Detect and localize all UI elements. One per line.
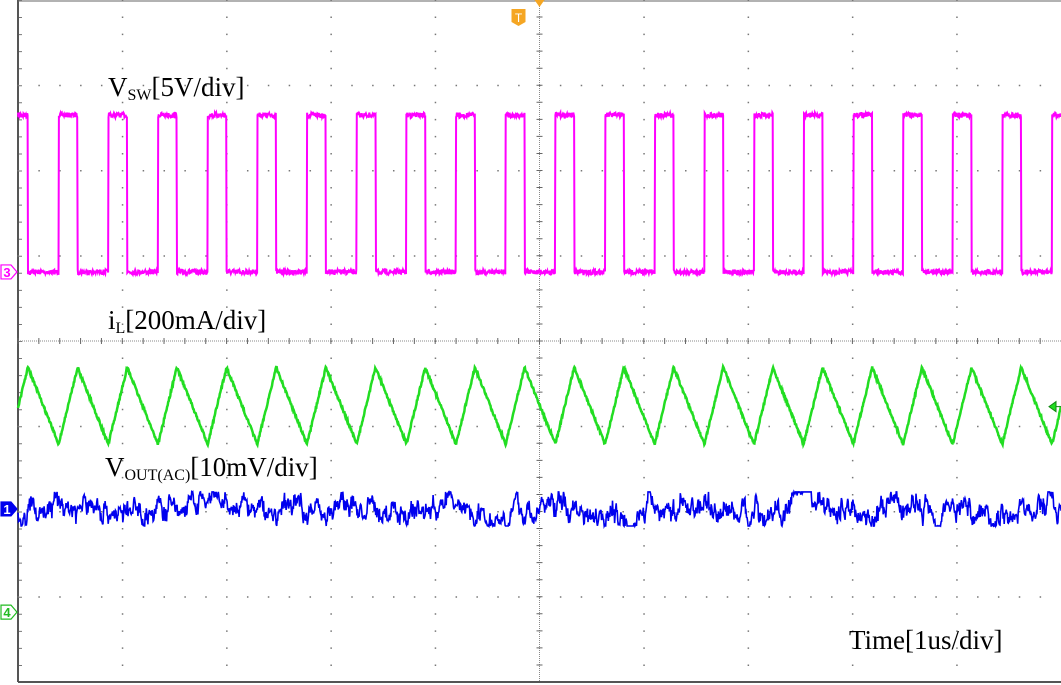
channel-4-marker-shape [0,604,18,620]
channel-4-marker: 4 [0,604,18,620]
il-label: iL[200mA/div] [108,305,267,337]
trigger-badge-shape [511,9,526,26]
channel-3-marker: 3 [0,264,18,280]
channel-2-ref-arrow [1048,400,1061,413]
trigger-badge-label: T [515,11,523,25]
trigger-badge: T [511,9,526,26]
vsw-waveform [17,108,1061,278]
channel-1-marker: 1 [0,501,18,517]
vsw-label: VSW[5V/div] [108,72,245,104]
channel-4-marker-label: 4 [3,605,11,620]
channel-3-marker-label: 3 [3,265,10,280]
trigger-position-marker [534,0,545,7]
vout-label: VOUT(AC)[10mV/div] [105,452,318,484]
vout-waveform [17,489,1061,530]
waveforms [16,108,1061,530]
time-scale-label: Time[1us/div] [849,625,1003,655]
channel-markers: 3 1 4 T [0,0,1061,620]
il-waveform [16,362,1061,450]
channel-1-marker-label: 1 [3,502,10,517]
channel-3-marker-shape [0,264,18,280]
channel-1-marker-shape [0,501,18,517]
